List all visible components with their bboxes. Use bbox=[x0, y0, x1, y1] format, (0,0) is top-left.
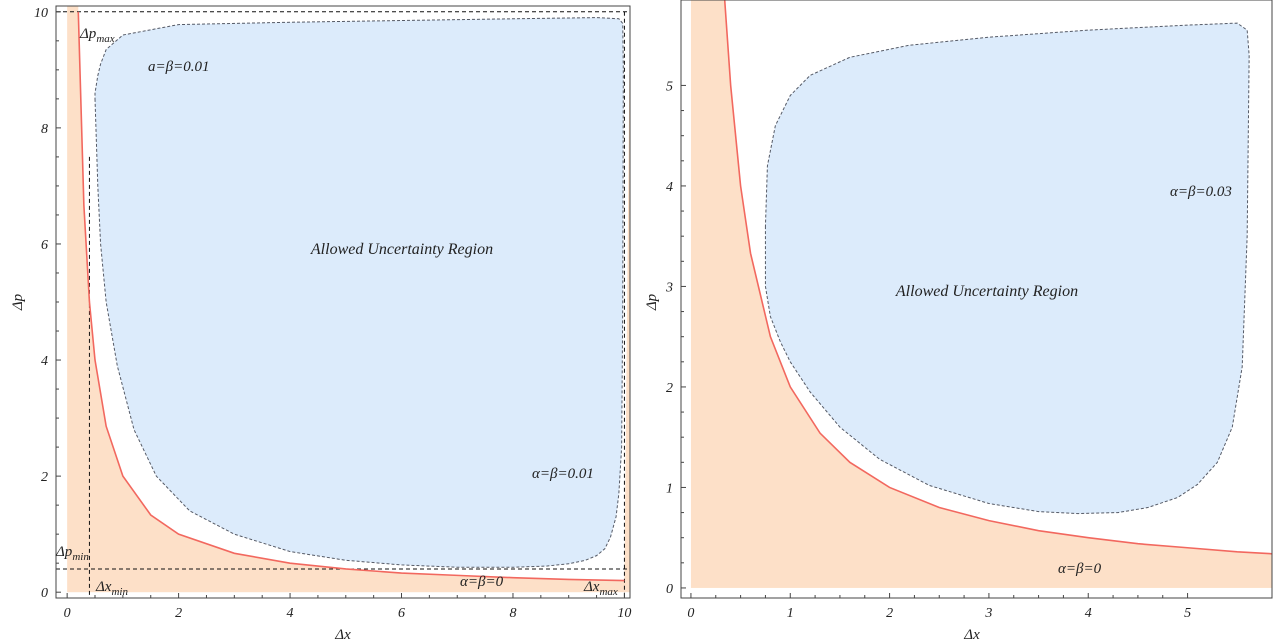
y-tick-label: 3 bbox=[665, 280, 673, 295]
y-tick-label: 0 bbox=[666, 582, 673, 597]
x-tick-label: 0 bbox=[64, 606, 71, 621]
x-tick-label: 3 bbox=[984, 606, 992, 621]
x-tick-label: 8 bbox=[509, 606, 516, 621]
y-tick-label: 6 bbox=[41, 238, 48, 253]
x-tick-label: 4 bbox=[287, 606, 294, 621]
region-label: Allowed Uncertainty Region bbox=[310, 241, 493, 258]
right-chart: 0 1 2 3 4 5 0 1 2 3 4 5 Δx Δp α=β=0.03 α=β=0 Allowe… bbox=[637, 0, 1273, 643]
x-tick-label: 1 bbox=[787, 606, 794, 621]
contour-label: α=β=0.03 bbox=[1170, 184, 1232, 200]
y-tick-label: 1 bbox=[666, 481, 673, 496]
contour-label-right: α=β=0.01 bbox=[532, 466, 594, 482]
y-tick-label: 0 bbox=[41, 586, 48, 601]
x-tick-label: 2 bbox=[175, 606, 182, 621]
y-tick-label: 4 bbox=[41, 354, 48, 369]
x-tick-label: 6 bbox=[398, 606, 405, 621]
allowed-region-contour bbox=[95, 18, 623, 568]
y-tick-label: 5 bbox=[666, 79, 673, 94]
y-tick-label: 10 bbox=[34, 6, 48, 21]
curve-label: α=β=0 bbox=[1058, 561, 1102, 577]
y-axis-title: Δp bbox=[644, 293, 660, 311]
y-tick-label: 2 bbox=[41, 470, 48, 485]
y-tick-label: 4 bbox=[666, 180, 673, 195]
y-tick-label: 2 bbox=[666, 381, 673, 396]
y-tick-label: 8 bbox=[41, 122, 48, 137]
x-tick-label: 0 bbox=[687, 606, 694, 621]
x-axis-title: Δx bbox=[963, 627, 980, 643]
x-tick-label: 2 bbox=[886, 606, 893, 621]
contour-label-top: a=β=0.01 bbox=[148, 59, 209, 75]
region-label: Allowed Uncertainty Region bbox=[895, 283, 1078, 300]
x-tick-label: 5 bbox=[1184, 606, 1191, 621]
x-tick-label: 4 bbox=[1085, 606, 1092, 621]
x-tick-label: 10 bbox=[617, 606, 631, 621]
y-axis-title: Δp bbox=[10, 293, 26, 311]
x-axis-title: Δx bbox=[334, 627, 351, 643]
curve-label: α=β=0 bbox=[460, 574, 504, 590]
